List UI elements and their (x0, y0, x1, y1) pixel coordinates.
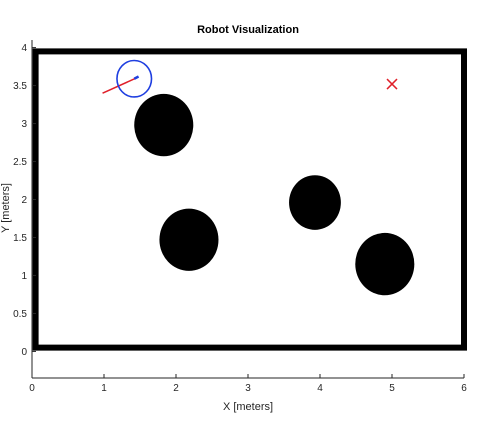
y-tick-label: 4 (21, 43, 27, 54)
robot-path-line (102, 77, 137, 94)
obstacle-circle (355, 232, 415, 296)
arena-wall (32, 48, 467, 351)
robot-body-circle (116, 59, 153, 98)
y-axis-ticks: 0 0.5 1 1.5 2 2.5 3 3.5 4 (13, 43, 36, 358)
x-axis-ticks: 0 1 2 3 4 5 6 (29, 374, 467, 394)
x-tick-label: 2 (173, 383, 179, 394)
y-tick-label: 2 (21, 195, 27, 206)
obstacle-circle (289, 175, 341, 230)
chart-title: Robot Visualization (197, 24, 299, 36)
y-tick-label: 1.5 (13, 233, 27, 244)
x-tick-label: 4 (317, 383, 323, 394)
obstacle-circle (159, 208, 219, 271)
x-tick-label: 1 (101, 383, 107, 394)
y-tick-label: 2.5 (13, 157, 27, 168)
x-axis-label: X [meters] (223, 401, 273, 413)
x-tick-label: 6 (461, 383, 467, 394)
x-tick-label: 5 (389, 383, 395, 394)
plot-area (32, 48, 467, 351)
y-tick-label: 3 (21, 119, 27, 130)
y-tick-label: 0 (21, 347, 27, 358)
y-tick-label: 0.5 (13, 309, 27, 320)
y-tick-label: 1 (21, 271, 27, 282)
x-tick-label: 3 (245, 383, 251, 394)
x-tick-label: 0 (29, 383, 35, 394)
robot-heading-line (133, 75, 140, 80)
y-axis-label: Y [meters] (0, 183, 12, 233)
y-tick-label: 3.5 (13, 81, 27, 92)
goal-marker-stroke (386, 78, 398, 90)
obstacle-circle (134, 93, 194, 157)
